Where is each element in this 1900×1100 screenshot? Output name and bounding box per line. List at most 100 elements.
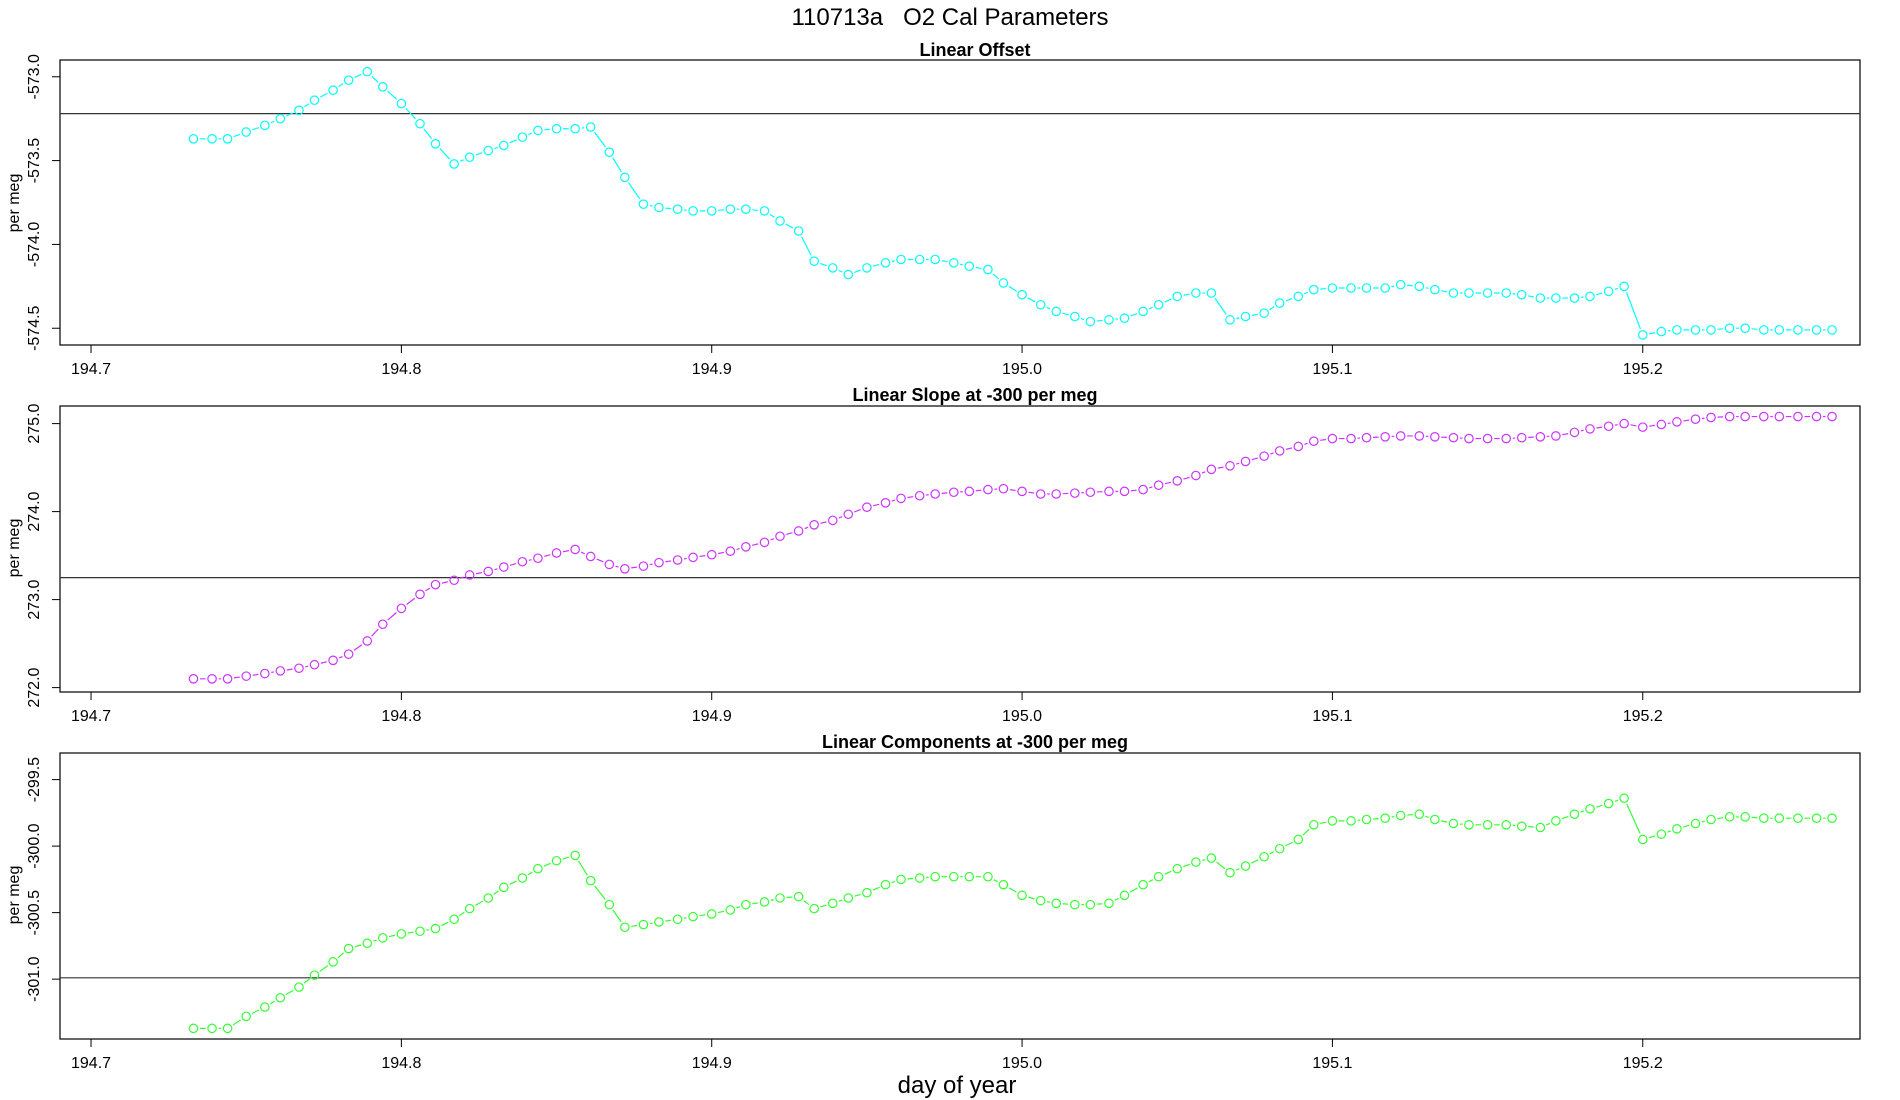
- data-point-linear-components: [430, 923, 441, 934]
- data-point-linear-slope: [241, 671, 252, 681]
- data-point-linear-components: [415, 926, 425, 937]
- data-point-linear-offset: [551, 123, 562, 134]
- data-point-linear-components: [880, 879, 891, 890]
- data-point-linear-components: [1119, 890, 1130, 901]
- data-point-linear-offset: [1259, 308, 1269, 318]
- data-point-linear-slope: [930, 489, 940, 499]
- data-point-linear-components: [1551, 816, 1561, 826]
- data-point-linear-components: [483, 893, 494, 903]
- data-point-linear-slope: [1119, 486, 1130, 497]
- data-point-linear-components: [1603, 798, 1614, 809]
- plot-frame-linear-slope: [59, 405, 1861, 693]
- x-tick-label-linear-components: 194.8: [381, 1055, 421, 1072]
- data-point-linear-offset: [1119, 313, 1130, 323]
- x-tick-label-linear-slope: 195.0: [1002, 708, 1042, 725]
- data-point-linear-slope: [362, 636, 373, 646]
- data-point-linear-slope: [1430, 431, 1440, 442]
- data-point-linear-slope: [1225, 461, 1235, 471]
- data-point-linear-offset: [1308, 284, 1319, 295]
- data-point-linear-offset: [1138, 306, 1148, 317]
- y-tick-label-linear-slope: 272.0: [26, 667, 43, 707]
- x-tick-label-linear-slope: 194.8: [381, 708, 421, 725]
- data-point-linear-components: [914, 873, 925, 883]
- data-point-linear-components: [517, 873, 528, 883]
- data-point-linear-components: [1361, 814, 1372, 825]
- figure-title: 110713a O2 Cal Parameters: [791, 4, 1108, 31]
- data-point-linear-offset: [688, 206, 698, 216]
- data-point-linear-components: [260, 1002, 270, 1012]
- data-point-linear-slope: [1535, 431, 1546, 442]
- data-point-linear-offset: [328, 85, 338, 95]
- data-point-linear-components: [809, 903, 819, 914]
- data-point-linear-offset: [570, 123, 580, 134]
- data-point-linear-slope: [1551, 431, 1561, 441]
- data-point-linear-slope: [1672, 417, 1682, 427]
- data-point-linear-components: [396, 929, 407, 939]
- data-point-linear-components: [843, 893, 854, 903]
- data-point-linear-components: [1482, 820, 1493, 830]
- data-point-linear-offset: [725, 204, 736, 215]
- x-tick-label-linear-components: 194.9: [692, 1055, 732, 1072]
- data-point-linear-slope: [396, 603, 407, 614]
- data-point-linear-slope: [1603, 421, 1614, 432]
- data-point-linear-offset: [1585, 291, 1595, 302]
- data-point-linear-components: [1501, 820, 1512, 830]
- data-point-linear-slope: [620, 563, 630, 574]
- data-point-linear-components: [930, 871, 940, 882]
- data-point-linear-offset: [1706, 325, 1716, 335]
- data-point-linear-slope: [983, 484, 993, 495]
- data-point-linear-slope: [706, 549, 717, 560]
- data-point-linear-components: [862, 887, 872, 898]
- data-point-linear-offset: [1724, 323, 1735, 334]
- data-point-linear-components: [896, 874, 906, 885]
- data-point-linear-components: [706, 909, 717, 919]
- data-point-linear-components: [1070, 899, 1080, 910]
- data-point-linear-components: [983, 871, 993, 882]
- data-point-linear-slope: [1017, 486, 1027, 497]
- y-tick-label-linear-components: -300.0: [26, 823, 43, 868]
- x-tick-label-linear-offset: 194.9: [692, 361, 732, 378]
- data-point-linear-components: [533, 863, 543, 874]
- data-point-linear-slope: [328, 655, 338, 666]
- data-point-linear-offset: [241, 127, 252, 137]
- data-point-linear-offset: [483, 145, 494, 156]
- data-point-linear-components: [449, 914, 459, 925]
- data-point-linear-slope: [809, 519, 819, 530]
- y-tick-label-linear-components: -300.5: [26, 890, 43, 935]
- series-line-linear-slope: [199, 415, 1826, 680]
- data-point-linear-components: [1758, 813, 1769, 823]
- data-point-linear-slope: [1153, 480, 1164, 490]
- data-point-linear-slope: [1758, 411, 1769, 422]
- x-tick-label-linear-components: 194.7: [71, 1055, 111, 1072]
- data-point-linear-offset: [827, 263, 838, 273]
- data-point-linear-components: [1448, 818, 1459, 829]
- data-point-linear-offset: [275, 113, 286, 124]
- data-point-linear-offset: [1603, 286, 1614, 297]
- series-line-linear-offset: [199, 73, 1826, 335]
- data-point-linear-offset: [948, 258, 959, 268]
- data-point-linear-slope: [827, 515, 838, 526]
- data-point-linear-offset: [1758, 325, 1769, 335]
- data-point-linear-offset: [1672, 325, 1682, 335]
- data-point-linear-components: [1308, 820, 1319, 830]
- data-point-linear-components: [827, 898, 838, 909]
- data-point-linear-slope: [759, 537, 770, 548]
- data-point-linear-components: [1414, 809, 1425, 819]
- data-point-linear-components: [948, 871, 959, 882]
- data-point-linear-components: [275, 992, 286, 1003]
- data-point-linear-offset: [620, 172, 630, 183]
- data-point-linear-offset: [533, 125, 543, 136]
- data-point-linear-components: [1793, 813, 1803, 823]
- data-point-linear-slope: [998, 483, 1009, 494]
- data-point-linear-slope: [343, 649, 354, 659]
- data-point-linear-slope: [1035, 489, 1046, 499]
- data-point-linear-components: [1259, 851, 1269, 862]
- data-point-linear-slope: [551, 548, 562, 558]
- data-point-linear-offset: [430, 139, 441, 149]
- plot-frame-linear-offset: [59, 59, 1861, 346]
- data-point-linear-components: [1656, 829, 1667, 839]
- data-point-linear-slope: [309, 659, 320, 670]
- data-point-linear-offset: [585, 122, 596, 132]
- data-point-linear-offset: [362, 66, 373, 77]
- data-point-linear-offset: [294, 105, 304, 116]
